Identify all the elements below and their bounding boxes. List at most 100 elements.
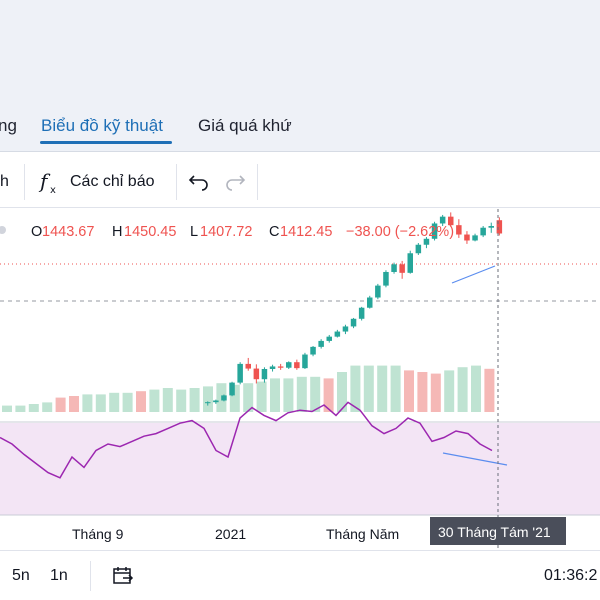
legend-handle-icon[interactable] xyxy=(0,226,6,234)
candle xyxy=(391,262,397,274)
candle-body xyxy=(310,346,316,355)
candle xyxy=(464,231,470,244)
candle-body xyxy=(399,264,405,273)
clock-readout: 01:36:2 xyxy=(544,567,598,584)
candle xyxy=(383,270,389,288)
volume-bar xyxy=(42,402,53,412)
candle xyxy=(237,362,243,385)
ohlc-close-value: 1412.45 xyxy=(280,224,332,240)
ohlc-open-value: 1443.67 xyxy=(42,224,94,240)
candle xyxy=(472,233,478,242)
volume-bar xyxy=(2,405,12,412)
chart-area[interactable]: O 1443.67 H 1450.45 L 1407.72 C 1412.45 … xyxy=(0,209,600,549)
candle-body xyxy=(277,366,284,368)
candle xyxy=(415,243,422,255)
candle-series xyxy=(205,212,503,406)
calendar-range-icon[interactable] xyxy=(112,565,134,592)
volume-bar xyxy=(390,365,401,412)
ohlc-change: −38.00 (−2.62%) xyxy=(346,224,454,240)
candle-body xyxy=(350,318,357,327)
volume-bar xyxy=(109,392,120,412)
candle-body xyxy=(448,216,454,226)
range-5y-button[interactable]: 5n xyxy=(12,567,30,584)
volume-bar xyxy=(350,365,361,412)
candle-body xyxy=(496,220,503,234)
candle xyxy=(439,214,446,227)
candle xyxy=(294,359,300,370)
candle-body xyxy=(472,235,478,241)
candle xyxy=(229,381,235,397)
range-1y-button[interactable]: 1n xyxy=(50,567,68,584)
volume-bar xyxy=(28,404,39,412)
volume-bar xyxy=(95,394,106,412)
toolbar-divider xyxy=(257,164,258,200)
candle-body xyxy=(480,227,486,236)
candle-body xyxy=(237,363,243,383)
candle xyxy=(253,364,260,384)
candle xyxy=(205,401,211,406)
candle-body xyxy=(205,402,211,404)
candle-body xyxy=(253,368,260,380)
volume-bar xyxy=(404,370,414,412)
volume-bar xyxy=(55,397,66,412)
volume-bar xyxy=(310,376,321,412)
candle xyxy=(375,283,381,300)
candle-body xyxy=(269,366,276,369)
ohlc-low-value: 1407.72 xyxy=(200,224,252,240)
candle xyxy=(431,221,438,241)
candle-body xyxy=(302,354,308,369)
volume-bar xyxy=(270,378,280,412)
candle-body xyxy=(318,340,324,347)
ohlc-legend: O 1443.67 H 1450.45 L 1407.72 C 1412.45 … xyxy=(31,224,454,240)
candle xyxy=(407,250,413,274)
candle xyxy=(448,212,454,227)
candle xyxy=(269,364,276,372)
volume-series xyxy=(2,365,495,412)
candle-body xyxy=(464,234,470,241)
candle-body xyxy=(294,362,300,369)
volume-bar xyxy=(229,384,240,412)
candle xyxy=(480,226,486,238)
candle xyxy=(245,357,251,371)
volume-bar xyxy=(149,389,160,412)
candle-body xyxy=(245,363,251,369)
tab-technical-chart[interactable]: Biểu đồ kỹ thuật xyxy=(41,116,163,135)
volume-bar xyxy=(484,368,495,412)
rsi-line xyxy=(0,401,493,479)
ohlc-high-label: H xyxy=(112,224,122,240)
candle xyxy=(367,295,373,309)
volume-bar xyxy=(69,396,79,412)
bottom-divider xyxy=(90,561,91,591)
volume-bar xyxy=(471,365,481,412)
volume-bar xyxy=(122,392,133,412)
crosshair-date-label: 30 Tháng Tám '21 xyxy=(438,524,551,540)
candle xyxy=(310,346,316,357)
undo-icon[interactable] xyxy=(188,172,210,197)
toolbar-partial-item[interactable]: h xyxy=(0,173,9,190)
tab-partial[interactable]: ng xyxy=(0,116,17,135)
volume-bar xyxy=(430,373,441,412)
candle xyxy=(350,317,357,329)
price-chart-svg[interactable]: O 1443.67 H 1450.45 L 1407.72 C 1412.45 … xyxy=(0,209,600,549)
volume-bar xyxy=(377,365,388,412)
volume-bar xyxy=(82,394,93,412)
x-tick-label: Tháng 9 xyxy=(72,526,124,542)
candle-body xyxy=(334,331,341,337)
ohlc-open-label: O xyxy=(31,224,42,240)
candle xyxy=(399,260,405,279)
candle xyxy=(496,217,503,236)
candle-body xyxy=(391,264,397,272)
ohlc-close-label: C xyxy=(269,224,279,240)
redo-icon[interactable] xyxy=(224,172,246,197)
trendline-price[interactable] xyxy=(451,265,496,284)
volume-bar xyxy=(296,376,307,412)
candle-body xyxy=(342,326,349,332)
indicators-button[interactable]: Các chỉ báo xyxy=(70,173,155,190)
function-fx-icon[interactable]: f x xyxy=(38,168,62,201)
candle xyxy=(261,367,268,383)
tab-price-history[interactable]: Giá quá khứ xyxy=(198,116,292,135)
candle xyxy=(221,394,227,402)
trendline-rsi[interactable] xyxy=(442,452,508,466)
candle-body xyxy=(261,369,268,380)
candle xyxy=(326,334,332,343)
